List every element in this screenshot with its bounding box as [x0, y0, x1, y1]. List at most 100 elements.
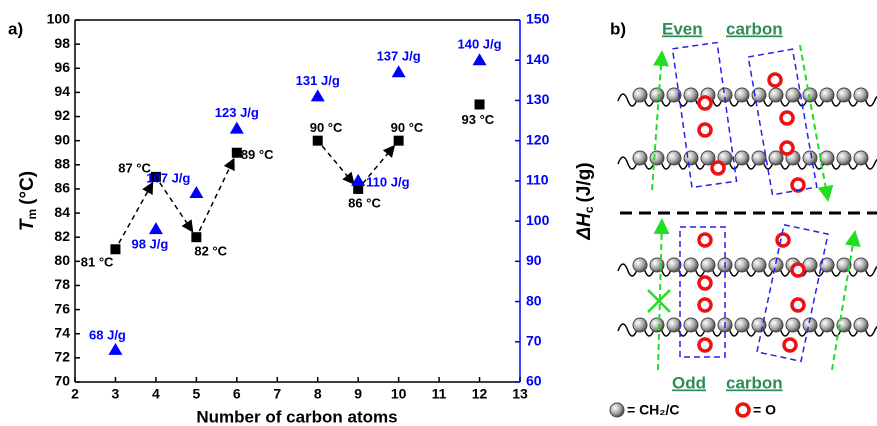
x-axis-label: Number of carbon atoms: [196, 407, 397, 426]
carbon-ball: [802, 150, 818, 166]
green-arrow: [653, 218, 670, 371]
y-tick-label: 88: [54, 156, 70, 172]
carbon-ball: [632, 257, 648, 273]
carbon-ball: [853, 87, 869, 103]
trend-arrow: [321, 145, 355, 185]
legend-text: = O: [753, 402, 776, 418]
x-tick-label: 6: [233, 386, 241, 402]
data-point: [474, 99, 485, 110]
data-label: 68 J/g: [89, 327, 126, 342]
data-point: [150, 171, 161, 182]
oxygen: [697, 275, 713, 291]
oxygen: [767, 72, 783, 88]
y-tick-label: 70: [54, 373, 70, 389]
carbon-ball: [683, 257, 699, 273]
data-point: [310, 89, 325, 102]
y-tick-label: 96: [54, 59, 70, 75]
data-point: [353, 183, 364, 194]
legend-ball: [609, 402, 625, 418]
y-tick-label: 90: [54, 131, 70, 147]
odd-label: Odd: [672, 373, 706, 392]
oxygen: [697, 232, 713, 248]
oxygen: [775, 232, 791, 248]
data-point: [312, 135, 323, 146]
x-tick-label: 2: [71, 386, 79, 402]
x-tick-label: 4: [152, 386, 160, 402]
chain: [617, 263, 877, 277]
y-label-unit: (°C): [17, 171, 38, 205]
data-label: 110 J/g: [366, 174, 409, 189]
y2-axis-label: ΔHc (J/g): [574, 162, 596, 240]
trend-arrow: [362, 144, 396, 185]
y2-tick-label: 150: [526, 11, 550, 27]
carbon-ball: [632, 87, 648, 103]
carbon-ball: [666, 317, 682, 333]
panel-label: b): [610, 19, 626, 38]
carbon-ball: [666, 87, 682, 103]
y-tick-label: 94: [54, 83, 70, 99]
oxygen: [790, 177, 806, 193]
y2-tick-label: 110: [526, 172, 549, 188]
data-label: 89 °C: [241, 147, 274, 162]
y-tick-label: 72: [54, 349, 70, 365]
oxygen: [710, 160, 726, 176]
y-tick-label: 78: [54, 276, 70, 292]
carbon-ball: [819, 317, 835, 333]
chain: [617, 93, 877, 107]
carbon-ball: [734, 87, 750, 103]
data-label: 87 °C: [118, 160, 151, 175]
x-tick-label: 13: [512, 386, 528, 402]
even-label: Even: [662, 19, 703, 38]
carbon-ball: [632, 150, 648, 166]
carbon-ball: [751, 150, 767, 166]
trend-arrow: [159, 182, 194, 233]
data-point: [351, 173, 366, 186]
chain: [617, 323, 877, 337]
carbon-ball: [751, 87, 767, 103]
carbon-ball: [649, 257, 665, 273]
data-point: [393, 135, 404, 146]
y-tick-label: 98: [54, 35, 70, 51]
carbon-ball: [734, 257, 750, 273]
data-label: 82 °C: [194, 244, 227, 259]
carbon-ball: [734, 317, 750, 333]
carbon-ball: [785, 87, 801, 103]
y2-tick-label: 60: [526, 373, 542, 389]
data-point: [229, 121, 244, 134]
y-tick-label: 80: [54, 252, 70, 268]
carbon-ball: [768, 257, 784, 273]
carbon-ball: [683, 150, 699, 166]
carbon-label: carbon: [726, 373, 783, 392]
data-label: 93 °C: [462, 112, 495, 127]
carbon-ball: [785, 317, 801, 333]
carbon-ball: [853, 150, 869, 166]
carbon-ball: [853, 257, 869, 273]
data-point: [231, 147, 242, 158]
data-label: 81 °C: [81, 255, 114, 270]
data-point: [189, 185, 204, 198]
carbon-ball: [819, 150, 835, 166]
green-arrow: [799, 44, 834, 202]
unit-cell: [747, 48, 818, 196]
carbon-ball: [836, 87, 852, 103]
x-tick-label: 3: [112, 386, 120, 402]
x-tick-label: 9: [354, 386, 362, 402]
y2-tick-label: 90: [526, 252, 542, 268]
carbon-ball: [632, 317, 648, 333]
panel-label: a): [8, 19, 23, 38]
data-label: 90 °C: [391, 120, 424, 135]
data-label: 140 J/g: [457, 37, 501, 52]
y2-tick-label: 130: [526, 91, 550, 107]
data-label: 98 J/g: [131, 237, 168, 252]
carbon-ball: [700, 150, 716, 166]
data-point: [108, 342, 123, 355]
unit-cell: [756, 223, 829, 363]
x-tick-label: 7: [273, 386, 281, 402]
carbon-ball: [734, 150, 750, 166]
x-tick-label: 12: [472, 386, 488, 402]
y2-tick-label: 120: [526, 131, 550, 147]
unit-cell: [671, 41, 738, 189]
y-label-subscript: m: [25, 209, 39, 220]
carbon-ball: [819, 257, 835, 273]
oxygen: [779, 140, 795, 156]
